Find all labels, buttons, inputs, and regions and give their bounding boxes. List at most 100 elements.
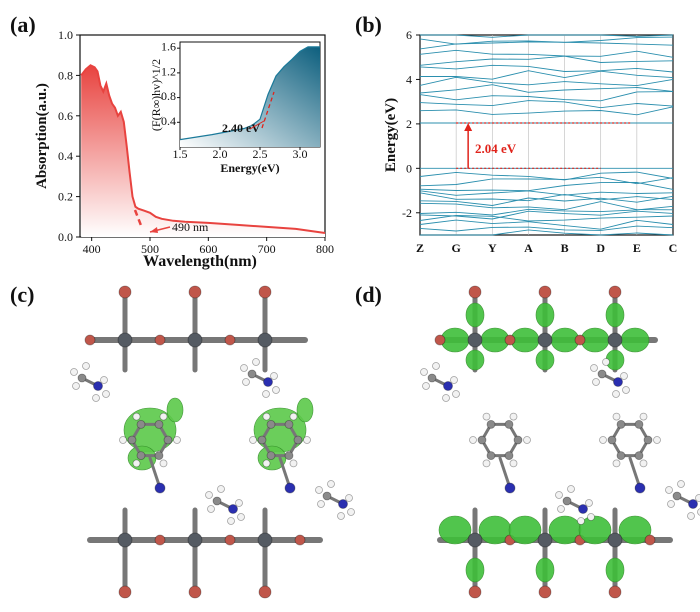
k-point-label: C	[669, 241, 678, 255]
orbital-lobe	[605, 302, 625, 328]
band-line	[419, 64, 674, 73]
carbon-atom	[212, 496, 222, 506]
nitrogen-atom	[578, 504, 588, 514]
hydrogen-atom	[695, 494, 700, 502]
annotation-490nm: 490 nm	[172, 220, 209, 234]
carbon-atom	[597, 369, 607, 379]
halide-atom	[188, 285, 202, 299]
metal-atom	[187, 332, 203, 348]
hydrogen-atom	[207, 505, 215, 513]
hydrogen-atom	[557, 505, 565, 513]
absorption-chart: 400 500 600 700 800 0.0 0.2 0.4 0.6 0.8 1.0 Wavel…	[34, 28, 334, 270]
hydrogen-atom	[262, 390, 270, 398]
hydrogen-atom	[227, 517, 235, 525]
carbon-atom	[284, 451, 294, 460]
hydrogen-atom	[315, 486, 323, 494]
k-point-label: B	[561, 241, 569, 255]
nitrogen-atom	[688, 499, 698, 509]
inset-x-label: Energy(eV)	[220, 161, 279, 175]
hydrogen-atom	[132, 412, 141, 421]
band-line	[419, 225, 674, 232]
hydrogen-atom	[303, 436, 311, 444]
k-point-label: Y	[488, 241, 497, 255]
band-line	[419, 195, 674, 206]
halide-atom	[294, 534, 306, 546]
carbon-atom	[504, 451, 514, 460]
band-line	[419, 210, 674, 220]
hydrogen-atom	[639, 412, 648, 421]
absorption-area	[81, 65, 326, 237]
band-line	[419, 205, 674, 216]
hydrogen-atom	[72, 382, 80, 390]
hydrogen-atom	[337, 512, 345, 520]
carbon-atom	[257, 435, 267, 445]
carbon-atom	[477, 435, 487, 445]
inset-curve	[179, 46, 320, 141]
hydrogen-atom	[450, 376, 458, 384]
band-line	[419, 190, 674, 196]
halide-atom	[468, 285, 482, 299]
hydrogen-atom	[119, 436, 127, 444]
carbon-atom	[136, 451, 146, 460]
carbon-atom	[634, 420, 644, 429]
y-tick-label-a: 0.4	[58, 149, 73, 163]
carbon-atom	[266, 451, 276, 460]
hydrogen-atom	[469, 436, 477, 444]
metal-atom	[117, 332, 133, 348]
inset-y-tick-label: 0.8	[161, 89, 176, 103]
carbon-atom	[77, 373, 87, 383]
bandgap-annotation: 2.04 eV	[475, 141, 517, 156]
metal-atom	[257, 332, 273, 348]
y-tick-label-a: 0.2	[58, 190, 73, 204]
carbon-atom	[322, 491, 332, 501]
band-line	[420, 34, 674, 38]
orbital-lobe	[465, 557, 485, 583]
hydrogen-atom	[270, 372, 278, 380]
hydrogen-atom	[590, 364, 598, 372]
nitrogen-atom	[634, 482, 646, 494]
band-line	[419, 84, 674, 94]
band-line	[419, 36, 674, 45]
hydrogen-atom	[237, 513, 245, 521]
band-line	[419, 171, 674, 181]
k-point-label: G	[451, 241, 460, 255]
hydrogen-atom	[347, 508, 355, 516]
carbon-atom	[616, 420, 626, 429]
halide-atom	[608, 585, 622, 599]
orbital-lobe	[535, 302, 555, 328]
inset-y-tick-label: 1.2	[161, 64, 176, 78]
halide-atom	[468, 585, 482, 599]
band-line	[419, 100, 674, 109]
hydrogen-atom	[102, 390, 110, 398]
orbital-lobe	[508, 515, 542, 545]
inset-y-label: (F(R∞)hv)^1/2	[149, 59, 163, 131]
nitrogen-atom	[263, 377, 273, 387]
x-tick-label-a: 600	[199, 242, 217, 256]
band-line	[419, 55, 674, 66]
inset-annotation: 2.40 eV	[222, 121, 260, 135]
arrowhead-icon	[150, 227, 158, 233]
orbital-lobe	[620, 327, 650, 353]
y-tick-label-b: 6	[406, 28, 412, 42]
hydrogen-atom	[612, 412, 621, 421]
hydrogen-atom	[592, 378, 600, 386]
arrowhead-icon	[464, 123, 473, 131]
band-line	[419, 106, 674, 116]
inset-x-tick-label: 2.5	[253, 147, 268, 161]
hydrogen-atom	[602, 358, 610, 366]
carbon-atom	[284, 420, 294, 429]
band-line	[419, 182, 674, 192]
hydrogen-atom	[677, 480, 685, 488]
carbon-atom	[136, 420, 146, 429]
orbital-lobe	[535, 349, 555, 371]
x-tick-label-a: 800	[316, 242, 334, 256]
halide-atom	[504, 334, 516, 346]
metal-atom	[467, 332, 483, 348]
hydrogen-atom	[249, 436, 257, 444]
hydrogen-atom	[205, 491, 213, 499]
hydrogen-atom	[452, 390, 460, 398]
nitrogen-atom	[284, 482, 296, 494]
x-tick-label-a: 400	[83, 242, 101, 256]
carbon-atom	[293, 435, 303, 445]
